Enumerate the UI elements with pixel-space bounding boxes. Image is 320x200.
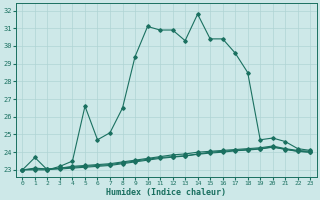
- X-axis label: Humidex (Indice chaleur): Humidex (Indice chaleur): [106, 188, 226, 197]
